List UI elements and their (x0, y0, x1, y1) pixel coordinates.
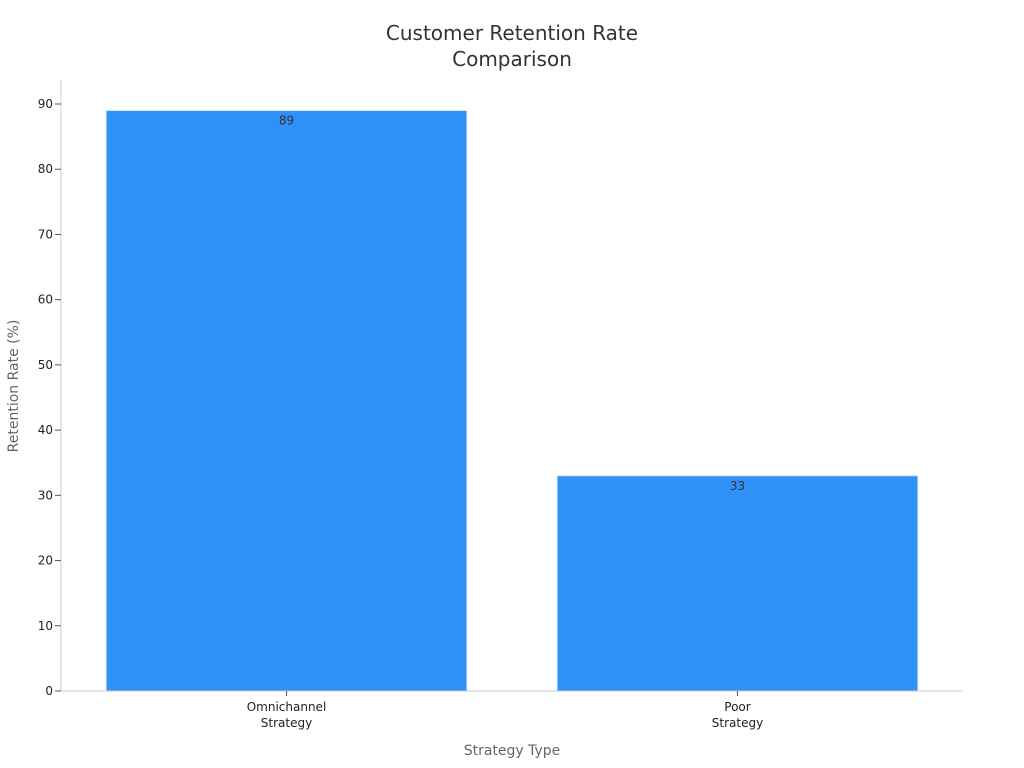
y-tick-label-60: 60 (38, 293, 53, 307)
bar-1 (556, 475, 919, 692)
x-axis-title: Strategy Type (464, 743, 561, 759)
y-tick-label-30: 30 (38, 488, 53, 502)
y-tick-label-10: 10 (38, 619, 53, 633)
y-tick-label-40: 40 (38, 423, 53, 437)
y-tick-label-70: 70 (38, 227, 53, 241)
bar-0 (105, 110, 468, 692)
y-tick-label-50: 50 (38, 358, 53, 372)
chart-title-line-1: Customer Retention Rate (386, 21, 638, 45)
y-tick-label-90: 90 (38, 97, 53, 111)
chart-title-line-2: Comparison (452, 47, 572, 71)
x-tick-label-1-line-1: Strategy (712, 716, 763, 730)
x-axis: Omnichannel Strategy Poor Strategy (61, 690, 963, 730)
x-tick-label-0-line-0: Omnichannel (247, 700, 327, 714)
x-tick-label-1-line-0: Poor (724, 700, 750, 714)
x-tick-label-0: Omnichannel Strategy (247, 700, 327, 730)
y-tick-label-20: 20 (38, 554, 53, 568)
x-tick-label-1: Poor Strategy (712, 700, 763, 730)
y-axis-title: Retention Rate (%) (6, 320, 22, 453)
y-axis: 0 10 20 30 40 50 60 70 80 90 (38, 80, 62, 698)
y-tick-label-80: 80 (38, 162, 53, 176)
data-labels: 89 33 (279, 114, 745, 493)
data-label-1: 33 (730, 479, 745, 493)
data-label-0: 89 (279, 114, 294, 128)
bars (105, 110, 919, 692)
x-tick-label-0-line-1: Strategy (261, 716, 312, 730)
chart-title: Customer Retention Rate Comparison (386, 21, 638, 71)
y-tick-label-0: 0 (45, 684, 53, 698)
